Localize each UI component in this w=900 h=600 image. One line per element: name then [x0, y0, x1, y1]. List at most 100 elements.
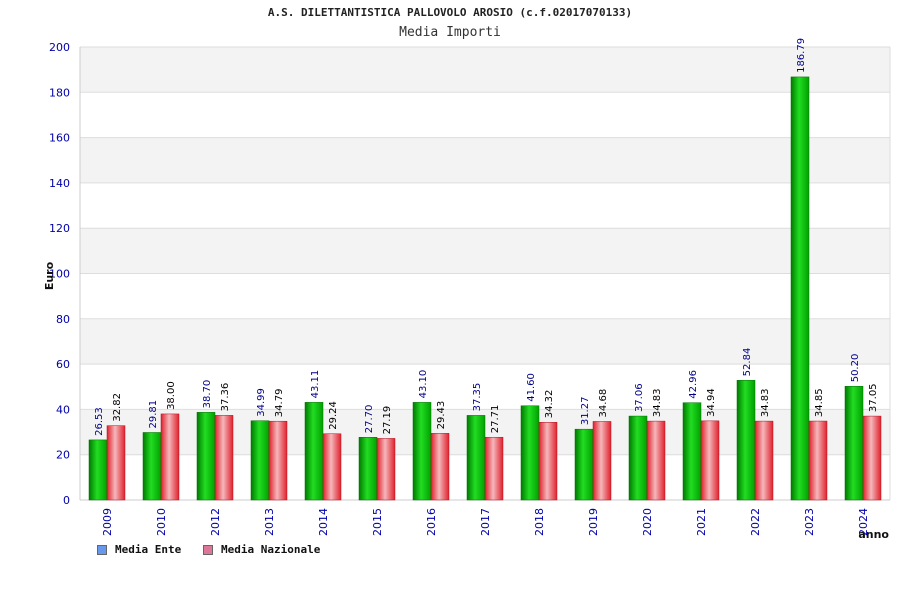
bar-media-nazionale: [268, 420, 288, 501]
legend-item-media-nazionale: Media Nazionale: [203, 543, 320, 556]
x-tick-label: 2015: [371, 508, 384, 536]
x-tick-label: 2020: [641, 508, 654, 536]
bar-media-nazionale: [754, 420, 774, 501]
y-tick-label: 20: [56, 449, 70, 462]
bar-value-label: 34.83: [760, 388, 771, 417]
plot-band: [80, 182, 890, 229]
y-tick-label: 200: [49, 41, 70, 54]
x-tick-label: 2012: [209, 508, 222, 536]
bar-value-label: 186.79: [796, 38, 807, 73]
bar-media-ente: [142, 432, 162, 501]
bar-media-nazionale: [430, 433, 450, 501]
bar-media-ente: [304, 402, 324, 501]
bar-value-label: 37.06: [634, 383, 645, 412]
plot-band: [80, 92, 890, 138]
plot-band: [80, 318, 890, 365]
bar-value-label: 34.83: [652, 388, 663, 417]
y-tick-label: 0: [63, 494, 70, 507]
bar-value-label: 27.71: [490, 405, 501, 434]
bar-media-nazionale: [106, 425, 126, 501]
bar-media-ente: [412, 402, 432, 501]
x-tick-label: 2017: [479, 508, 492, 536]
x-tick-label: 2023: [803, 508, 816, 536]
x-tick-label: 2014: [317, 508, 330, 536]
x-axis-label: anno: [858, 528, 889, 541]
bar-value-label: 38.70: [202, 380, 213, 409]
bar-media-ente: [196, 412, 216, 501]
legend-label-media-nazionale: Media Nazionale: [221, 543, 321, 556]
bar-media-nazionale: [862, 415, 882, 501]
bar-value-label: 50.20: [850, 354, 861, 383]
x-tick-label: 2009: [101, 508, 114, 536]
y-tick-label: 80: [56, 313, 70, 326]
plot-band: [80, 273, 890, 319]
y-tick-label: 180: [49, 86, 70, 99]
x-tick-label: 2019: [587, 508, 600, 536]
bar-value-label: 31.27: [580, 397, 591, 426]
legend-swatch-media-ente: [97, 544, 107, 555]
plot-band: [80, 228, 890, 274]
x-tick-label: 2010: [155, 508, 168, 536]
bar-media-nazionale: [160, 413, 180, 501]
bar-media-nazionale: [538, 422, 558, 501]
bar-value-label: 43.10: [418, 370, 429, 399]
bar-value-label: 52.84: [742, 348, 753, 377]
bar-media-ente: [250, 420, 270, 501]
bar-media-ente: [520, 405, 540, 501]
x-tick-label: 2013: [263, 508, 276, 536]
chart-subtitle: Media Importi: [399, 25, 501, 40]
bar-value-label: 34.99: [256, 388, 267, 417]
bar-media-nazionale: [592, 421, 612, 501]
legend-label-media-ente: Media Ente: [115, 543, 182, 556]
bar-value-label: 37.05: [868, 383, 879, 412]
y-tick-label: 40: [56, 403, 70, 416]
bar-media-nazionale: [214, 415, 234, 501]
bar-media-nazionale: [646, 420, 666, 501]
bar-value-label: 37.35: [472, 383, 483, 412]
bar-media-ente: [682, 402, 702, 501]
bar-value-label: 37.36: [220, 383, 231, 412]
y-tick-label: 60: [56, 358, 70, 371]
bar-media-nazionale: [484, 436, 504, 501]
chart-title: A.S. DILETTANTISTICA PALLOVOLO AROSIO (c…: [267, 6, 633, 19]
bar-value-label: 38.00: [166, 381, 177, 410]
bar-value-label: 34.85: [814, 388, 825, 417]
bar-value-label: 34.32: [544, 390, 555, 419]
bar-value-label: 29.43: [436, 401, 447, 430]
bar-value-label: 43.11: [310, 370, 321, 399]
x-tick-label: 2024: [857, 508, 870, 536]
bar-value-label: 27.70: [364, 405, 375, 434]
bar-value-label: 29.81: [148, 400, 159, 429]
y-axis-label: Euro: [43, 261, 56, 290]
x-tick-label: 2016: [425, 508, 438, 536]
bar-media-nazionale: [376, 438, 396, 501]
x-tick-label: 2018: [533, 508, 546, 536]
y-tick-label: 160: [49, 132, 70, 145]
bar-value-label: 26.53: [94, 407, 105, 436]
y-tick-label: 120: [49, 222, 70, 235]
bar-media-ente: [736, 380, 756, 501]
legend-swatch-media-nazionale: [203, 544, 213, 555]
bar-media-ente: [358, 437, 378, 501]
y-tick-label: 140: [49, 177, 70, 190]
bar-media-ente: [88, 439, 108, 501]
bar-value-label: 29.24: [328, 401, 339, 430]
bar-value-label: 34.68: [598, 389, 609, 418]
bar-media-ente: [466, 415, 486, 501]
plot-band: [80, 137, 890, 183]
bar-media-nazionale: [808, 420, 828, 501]
bar-media-nazionale: [322, 433, 342, 501]
bar-value-label: 32.82: [112, 393, 123, 422]
legend-item-media-ente: Media Ente: [97, 543, 181, 556]
bar-media-ente: [844, 386, 864, 501]
bar-value-label: 42.96: [688, 370, 699, 399]
bar-value-label: 27.19: [382, 406, 393, 435]
bar-media-ente: [574, 428, 594, 501]
bar-media-ente: [628, 415, 648, 501]
bar-value-label: 34.79: [274, 389, 285, 418]
x-tick-label: 2021: [695, 508, 708, 536]
y-tick-label: 100: [49, 268, 70, 281]
bar-value-label: 41.60: [526, 373, 537, 402]
